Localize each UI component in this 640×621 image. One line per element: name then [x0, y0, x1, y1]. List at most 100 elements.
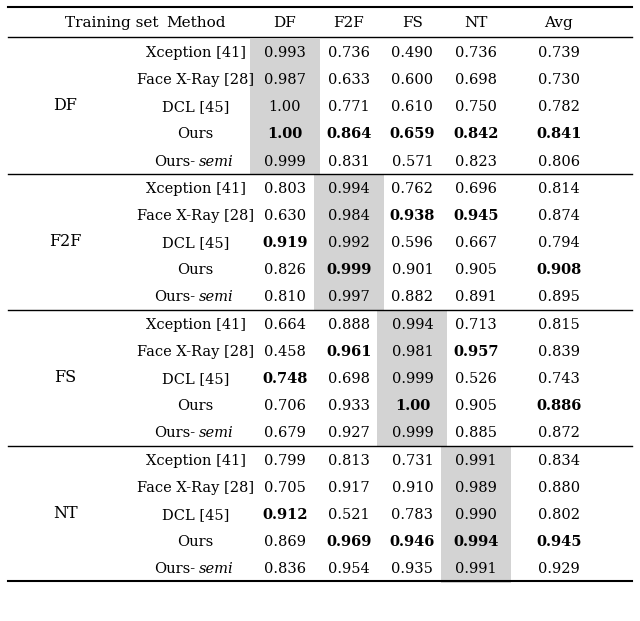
Text: 0.823: 0.823	[455, 155, 497, 169]
Text: 0.713: 0.713	[455, 318, 497, 332]
Text: 0.984: 0.984	[328, 209, 370, 223]
Text: 0.698: 0.698	[328, 372, 370, 386]
Text: NT: NT	[52, 505, 77, 522]
Text: 0.961: 0.961	[326, 345, 371, 359]
Text: semi: semi	[199, 155, 234, 169]
Text: 0.802: 0.802	[538, 508, 580, 522]
Text: 0.969: 0.969	[326, 535, 371, 549]
Text: 0.836: 0.836	[264, 562, 306, 576]
FancyBboxPatch shape	[378, 365, 447, 392]
FancyBboxPatch shape	[378, 311, 447, 338]
Text: Ours: Ours	[178, 535, 214, 549]
Text: 0.813: 0.813	[328, 453, 370, 468]
Text: Xception [41]: Xception [41]	[146, 182, 246, 196]
Text: 0.933: 0.933	[328, 399, 370, 413]
Text: 0.630: 0.630	[264, 209, 306, 223]
Text: 0.991: 0.991	[455, 453, 497, 468]
Text: Xception [41]: Xception [41]	[146, 318, 246, 332]
Text: 0.842: 0.842	[453, 127, 499, 142]
Text: 0.839: 0.839	[538, 345, 580, 359]
Text: 0.992: 0.992	[328, 236, 369, 250]
Text: 0.667: 0.667	[455, 236, 497, 250]
Text: 0.731: 0.731	[392, 453, 433, 468]
Text: 0.794: 0.794	[538, 236, 580, 250]
Text: 0.750: 0.750	[455, 100, 497, 114]
Text: 0.810: 0.810	[264, 291, 306, 304]
Text: 0.869: 0.869	[264, 535, 306, 549]
Text: semi: semi	[199, 427, 234, 440]
Text: 0.999: 0.999	[264, 155, 306, 169]
FancyBboxPatch shape	[314, 256, 384, 284]
Text: 0.927: 0.927	[328, 427, 369, 440]
Text: DF: DF	[273, 16, 296, 30]
Text: 0.991: 0.991	[455, 562, 497, 576]
Text: 0.748: 0.748	[262, 372, 308, 386]
Text: 0.874: 0.874	[538, 209, 580, 223]
Text: 0.730: 0.730	[538, 73, 580, 87]
Text: Face X-Ray [28]: Face X-Ray [28]	[137, 345, 254, 359]
Text: 0.908: 0.908	[536, 263, 582, 278]
Text: 0.841: 0.841	[536, 127, 582, 142]
Text: Ours-: Ours-	[155, 155, 196, 169]
Text: Face X-Ray [28]: Face X-Ray [28]	[137, 481, 254, 495]
Text: 0.458: 0.458	[264, 345, 306, 359]
Text: 0.526: 0.526	[455, 372, 497, 386]
Text: 0.826: 0.826	[264, 263, 306, 278]
Text: 0.910: 0.910	[392, 481, 433, 495]
Text: 0.864: 0.864	[326, 127, 371, 142]
FancyBboxPatch shape	[441, 501, 511, 528]
FancyBboxPatch shape	[314, 175, 384, 202]
FancyBboxPatch shape	[441, 447, 511, 474]
Text: 0.633: 0.633	[328, 73, 370, 87]
Text: Avg: Avg	[545, 16, 573, 30]
Text: 0.945: 0.945	[453, 209, 499, 223]
Text: 0.994: 0.994	[453, 535, 499, 549]
Text: 0.895: 0.895	[538, 291, 580, 304]
Text: 0.885: 0.885	[455, 427, 497, 440]
Text: FS: FS	[54, 369, 76, 386]
Text: 1.00: 1.00	[395, 399, 430, 413]
Text: Xception [41]: Xception [41]	[146, 453, 246, 468]
Text: 0.919: 0.919	[262, 236, 308, 250]
Text: 0.831: 0.831	[328, 155, 370, 169]
Text: 0.705: 0.705	[264, 481, 306, 495]
Text: 0.954: 0.954	[328, 562, 369, 576]
Text: 0.888: 0.888	[328, 318, 370, 332]
Text: 0.935: 0.935	[392, 562, 433, 576]
Text: 0.664: 0.664	[264, 318, 306, 332]
FancyBboxPatch shape	[441, 556, 511, 582]
Text: 0.521: 0.521	[328, 508, 369, 522]
Text: 0.596: 0.596	[392, 236, 433, 250]
Text: DCL [45]: DCL [45]	[162, 372, 229, 386]
Text: F2F: F2F	[333, 16, 364, 30]
Text: semi: semi	[199, 562, 234, 576]
Text: 0.600: 0.600	[391, 73, 433, 87]
Text: Ours: Ours	[178, 263, 214, 278]
Text: 0.993: 0.993	[264, 46, 306, 60]
Text: Ours: Ours	[178, 127, 214, 142]
Text: 0.994: 0.994	[392, 318, 433, 332]
Text: 0.739: 0.739	[538, 46, 580, 60]
FancyBboxPatch shape	[314, 230, 384, 256]
Text: 0.679: 0.679	[264, 427, 306, 440]
FancyBboxPatch shape	[250, 94, 320, 121]
Text: Method: Method	[166, 16, 225, 30]
Text: 0.938: 0.938	[390, 209, 435, 223]
Text: 0.994: 0.994	[328, 182, 369, 196]
Text: 0.696: 0.696	[455, 182, 497, 196]
Text: 0.989: 0.989	[455, 481, 497, 495]
Text: 0.882: 0.882	[392, 291, 433, 304]
Text: NT: NT	[465, 16, 488, 30]
Text: Ours-: Ours-	[155, 427, 196, 440]
Text: 0.999: 0.999	[392, 427, 433, 440]
Text: 0.762: 0.762	[392, 182, 433, 196]
FancyBboxPatch shape	[314, 202, 384, 230]
Text: 0.987: 0.987	[264, 73, 306, 87]
Text: Ours: Ours	[178, 399, 214, 413]
Text: 0.945: 0.945	[536, 535, 582, 549]
Text: Ours-: Ours-	[155, 562, 196, 576]
FancyBboxPatch shape	[314, 284, 384, 311]
Text: 0.782: 0.782	[538, 100, 580, 114]
Text: DCL [45]: DCL [45]	[162, 100, 229, 114]
Text: 0.886: 0.886	[536, 399, 582, 413]
